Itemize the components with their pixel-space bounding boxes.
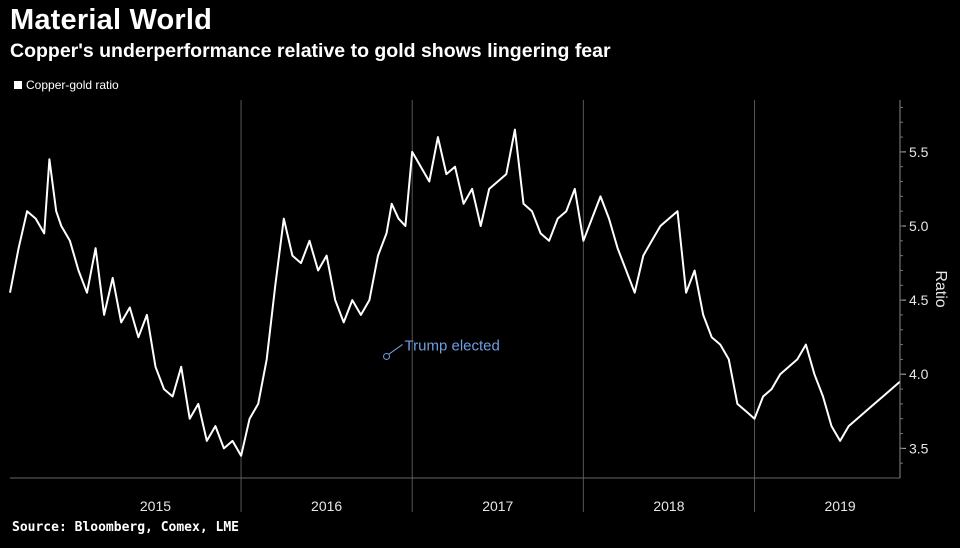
x-tick-label: 2015 <box>140 498 171 514</box>
y-axis-label: Ratio <box>932 270 949 307</box>
x-tick-label: 2016 <box>311 498 342 514</box>
legend-swatch <box>14 81 22 89</box>
y-tick-label: 4.5 <box>909 292 929 308</box>
x-tick-label: 2017 <box>482 498 513 514</box>
x-tick-label: 2019 <box>825 498 856 514</box>
annotation-label: Trump elected <box>405 337 500 354</box>
series-line <box>9 128 901 457</box>
legend: Copper-gold ratio <box>14 78 119 92</box>
annotations-group: Trump elected <box>383 337 500 360</box>
y-tick-label: 5.0 <box>909 218 929 234</box>
annotation-leader <box>388 344 403 355</box>
x-tick-label: 2018 <box>653 498 684 514</box>
x-axis: 2015 2016 2017 2018 2019 <box>10 477 900 514</box>
chart-title: Material World <box>10 4 213 36</box>
chart-subtitle: Copper's underperformance relative to go… <box>10 40 611 62</box>
y-tick-label: 5.5 <box>909 144 929 160</box>
grid-lines <box>240 100 756 512</box>
annotation-marker <box>383 352 391 360</box>
y-tick-label: 3.5 <box>909 440 929 456</box>
legend-label: Copper-gold ratio <box>26 78 119 92</box>
source-note: Source: Bloomberg, Comex, LME <box>12 520 239 535</box>
y-axis: 3.5 4.0 4.5 5.0 5.5 Ratio <box>899 100 949 478</box>
series-group <box>9 128 901 457</box>
y-tick-label: 4.0 <box>909 366 929 382</box>
